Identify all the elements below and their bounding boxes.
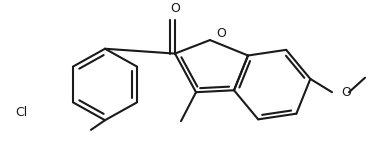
Text: O: O: [341, 86, 351, 99]
Text: Cl: Cl: [16, 106, 28, 119]
Text: O: O: [216, 27, 226, 40]
Text: O: O: [170, 2, 180, 15]
